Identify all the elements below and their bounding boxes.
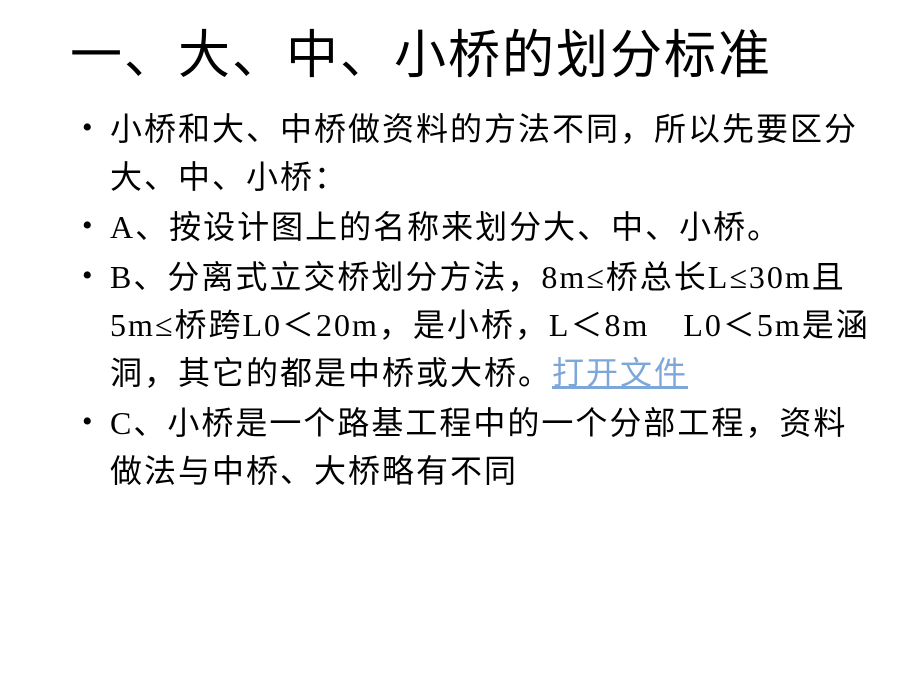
bullet-text: 小桥和大、中桥做资料的方法不同，所以先要区分大、中、小桥：	[110, 111, 858, 195]
bullet-list: 小桥和大、中桥做资料的方法不同，所以先要区分大、中、小桥： A、按设计图上的名称…	[46, 105, 874, 495]
list-item: 小桥和大、中桥做资料的方法不同，所以先要区分大、中、小桥：	[82, 105, 874, 201]
bullet-text: B、分离式立交桥划分方法，8m≤桥总长L≤30m且5m≤桥跨L0＜20m，是小桥…	[110, 259, 870, 391]
list-item: A、按设计图上的名称来划分大、中、小桥。	[82, 203, 874, 251]
bullet-text: A、按设计图上的名称来划分大、中、小桥。	[110, 209, 781, 245]
bullet-text: C、小桥是一个路基工程中的一个分部工程，资料做法与中桥、大桥略有不同	[110, 405, 847, 489]
open-file-link[interactable]: 打开文件	[552, 355, 688, 391]
slide: 一、大、中、小桥的划分标准 小桥和大、中桥做资料的方法不同，所以先要区分大、中、…	[0, 0, 920, 690]
list-item: C、小桥是一个路基工程中的一个分部工程，资料做法与中桥、大桥略有不同	[82, 399, 874, 495]
list-item: B、分离式立交桥划分方法，8m≤桥总长L≤30m且5m≤桥跨L0＜20m，是小桥…	[82, 253, 874, 397]
slide-title: 一、大、中、小桥的划分标准	[46, 24, 874, 89]
